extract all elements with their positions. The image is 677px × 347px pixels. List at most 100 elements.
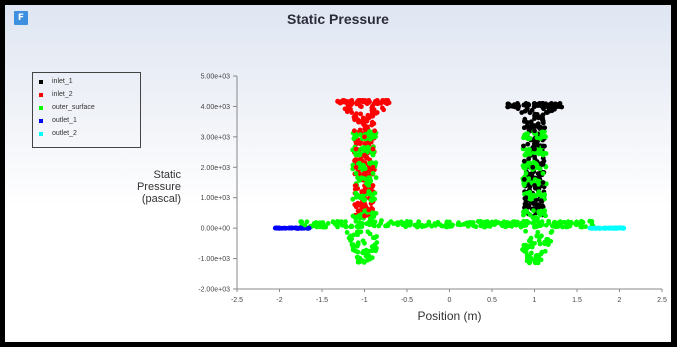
inlet-1-point <box>526 204 532 210</box>
outer-surface-point <box>465 223 471 229</box>
outer-surface-point <box>539 129 545 135</box>
outer-surface-point <box>537 234 543 240</box>
outer-surface-point <box>367 216 373 221</box>
inlet-2-point <box>351 128 357 134</box>
inlet-2-point <box>352 113 358 119</box>
outer-surface-point <box>536 253 542 258</box>
outer-surface-point <box>437 222 443 228</box>
outer-surface-point <box>379 218 384 223</box>
outer-surface-point <box>339 222 345 228</box>
outer-surface-point <box>504 220 510 225</box>
outlet-2-point <box>621 225 627 231</box>
outer-surface-point <box>357 177 363 183</box>
x-tick-label: 1.5 <box>572 297 582 304</box>
inlet-1-point <box>532 124 538 130</box>
outer-surface-point <box>358 229 364 235</box>
inlet-2-point <box>370 164 376 170</box>
inlet-1-point <box>539 117 545 122</box>
outer-surface-point <box>372 235 378 241</box>
scatter-plot[interactable]: -2.5 -2 -1.5 -1 -0.5 0 0.5 1 1.5 2 2.5 5.00e+03 4.0… <box>5 5 671 342</box>
outer-surface-point <box>540 170 546 176</box>
legend-item-outlet-2[interactable]: outlet_2 <box>33 129 138 141</box>
inlet-2-point <box>358 104 364 110</box>
outer-surface-point <box>573 221 579 227</box>
outer-surface-point <box>587 218 593 224</box>
outlet-2-point <box>587 225 593 231</box>
inlet-2-point <box>358 111 364 117</box>
outer-surface-point <box>416 219 422 225</box>
outer-surface-point <box>370 170 376 176</box>
y-tick-label: 2.00e+03 <box>201 165 230 172</box>
outer-surface-point <box>373 247 379 252</box>
outer-surface-point <box>456 220 461 226</box>
outer-surface-point <box>567 221 573 227</box>
outer-surface-point <box>518 224 524 229</box>
inlet-1-point <box>529 172 535 178</box>
legend[interactable]: inlet_1 inlet_2 outer_surface outlet_1 o… <box>32 72 141 148</box>
outer-surface-point <box>525 245 531 251</box>
outer-surface-point <box>366 248 372 254</box>
inlet-2-point <box>381 107 387 113</box>
plot-window: F Static Pressure inlet_1 inlet_2 outer_… <box>5 5 671 342</box>
outer-surface-point <box>350 196 356 202</box>
inlet-2-point <box>353 183 359 188</box>
legend-label: inlet_2 <box>52 91 73 98</box>
outer-surface-point <box>523 152 529 158</box>
outer-surface-point <box>391 221 396 226</box>
outer-surface-point <box>527 160 532 166</box>
legend-item-inlet-1[interactable]: inlet_1 <box>33 77 138 89</box>
inlet-1-point <box>526 127 532 133</box>
outer-surface-point <box>359 224 365 229</box>
inlet-2-point <box>342 106 348 112</box>
x-axis-ticks: -2.5 -2 -1.5 -1 -0.5 0 0.5 1 1.5 2 2.5 <box>231 289 667 304</box>
y-axis-ticks: 5.00e+03 4.00e+03 3.00e+03 2.00e+03 1.00e+03… <box>198 74 237 294</box>
inlet-2-point <box>362 152 367 158</box>
inlet-1-point <box>540 161 546 167</box>
inlet-1-point <box>515 100 520 106</box>
outer-surface-point <box>298 219 304 225</box>
inlet-2-point <box>362 170 367 176</box>
inlet-2-point <box>357 127 363 133</box>
legend-item-outlet-1[interactable]: outlet_1 <box>33 116 138 128</box>
outer-surface-point <box>532 240 537 246</box>
outer-surface-point <box>355 249 361 255</box>
outer-surface-point <box>366 175 372 181</box>
outer-surface-point <box>450 222 455 228</box>
legend-swatch <box>39 93 43 97</box>
outer-surface-point <box>366 189 372 195</box>
legend-label: outer_surface <box>52 104 95 111</box>
inlet-2-point <box>374 110 380 115</box>
inlet-1-point <box>530 164 536 170</box>
x-tick-label: -2 <box>276 297 282 304</box>
outer-surface-point <box>370 134 376 140</box>
y-axis-title-line: Static <box>153 169 181 181</box>
inlet-1-point <box>559 104 565 110</box>
data-points <box>272 97 627 266</box>
inlet-2-point <box>357 201 363 207</box>
outer-surface-point <box>523 170 529 176</box>
inlet-2-point <box>370 107 376 113</box>
outer-surface-point <box>444 223 450 229</box>
legend-item-inlet-2[interactable]: inlet_2 <box>33 90 138 102</box>
outer-surface-point <box>545 237 551 242</box>
outer-surface-point <box>527 212 533 218</box>
y-tick-label: -2.00e+03 <box>198 287 230 294</box>
inlet-1-point <box>521 125 527 131</box>
outer-surface-point <box>357 152 362 158</box>
outer-surface-point <box>336 220 342 226</box>
outer-surface-point <box>426 221 432 227</box>
inlet-1-point <box>540 100 546 106</box>
outer-surface-point <box>349 224 355 229</box>
outer-surface-point <box>542 192 548 197</box>
outer-surface-point <box>524 209 530 215</box>
outer-surface-point <box>319 221 325 226</box>
legend-item-outer-surface[interactable]: outer_surface <box>33 103 138 115</box>
legend-label: inlet_1 <box>52 78 73 85</box>
outer-surface-point <box>358 132 363 138</box>
inlet-2-point <box>372 128 378 134</box>
inlet-1-point <box>532 113 537 118</box>
outlet-1-point <box>289 225 295 231</box>
outer-surface-point <box>539 249 545 255</box>
outer-surface-point <box>515 219 520 225</box>
